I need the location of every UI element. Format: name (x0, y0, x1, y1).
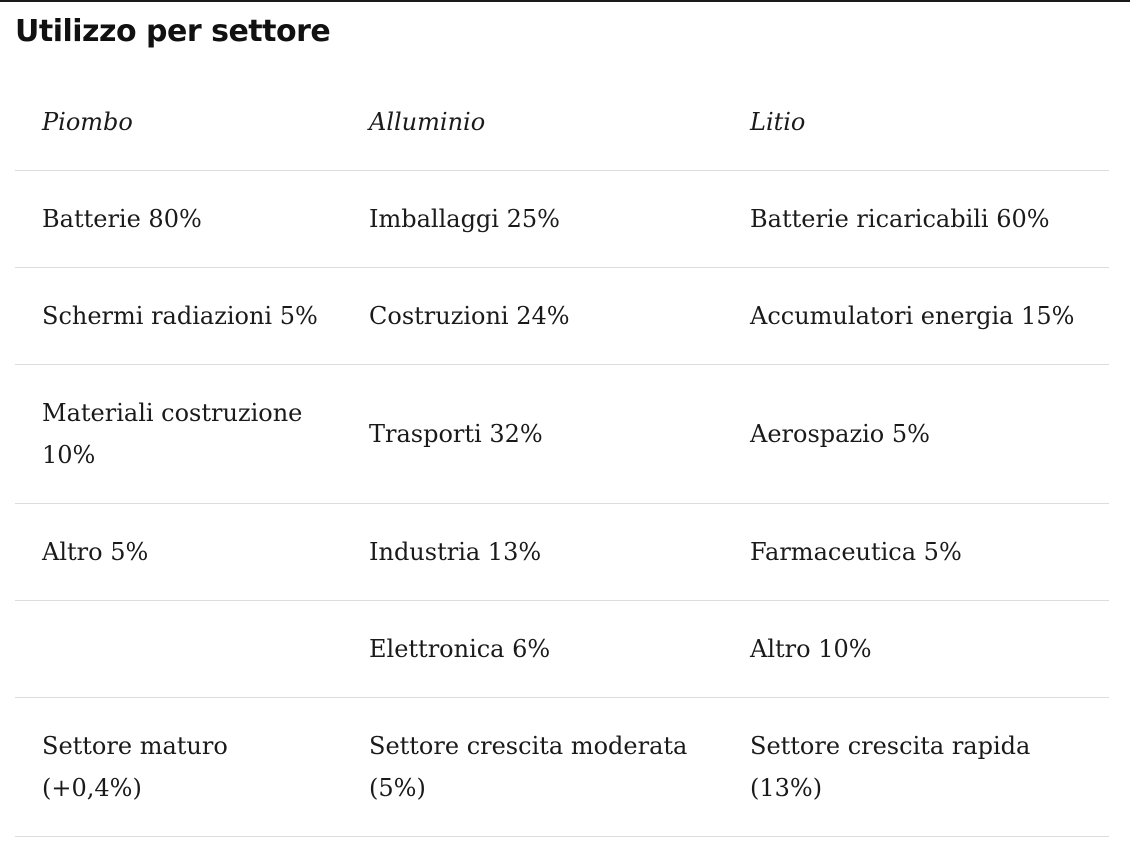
table-cell: Settore maturo (+0,4%) (15, 697, 342, 837)
top-divider (0, 0, 1130, 2)
table-cell: Industria 13% (342, 503, 723, 601)
table-cell: Imballaggi 25% (342, 170, 723, 268)
table-cell: Accumulatori energia 15% (723, 267, 1109, 365)
table-cell: Costruzioni 24% (342, 267, 723, 365)
table-cell: Batterie ricaricabili 60% (723, 170, 1109, 268)
table-row: Elettronica 6% Altro 10% (15, 600, 1109, 698)
header-litio: Litio (723, 74, 1109, 171)
table-cell: Schermi radiazioni 5% (15, 267, 342, 365)
section-title: Utilizzo per settore (15, 14, 331, 49)
table-row: Altro 5% Industria 13% Farmaceutica 5% (15, 503, 1109, 601)
table-cell: Settore crescita moderata (5%) (342, 697, 723, 837)
header-alluminio: Alluminio (342, 74, 723, 171)
table-cell: Trasporti 32% (342, 364, 723, 504)
header-piombo: Piombo (15, 74, 342, 171)
table-cell: Farmaceutica 5% (723, 503, 1109, 601)
table-cell: Batterie 80% (15, 170, 342, 268)
table-row: Schermi radiazioni 5% Costruzioni 24% Ac… (15, 267, 1109, 365)
table-cell: Altro 5% (15, 503, 342, 601)
table-cell: Altro 10% (723, 600, 1109, 698)
table-row: Materiali costruzione 10% Trasporti 32% … (15, 364, 1109, 504)
table-cell: Settore crescita rapida (13%) (723, 697, 1109, 837)
table-cell: Elettronica 6% (342, 600, 723, 698)
table-cell: Materiali costruzione 10% (15, 364, 342, 504)
table-cell (15, 600, 342, 698)
table-row: Batterie 80% Imballaggi 25% Batterie ric… (15, 170, 1109, 268)
table-row: Settore maturo (+0,4%) Settore crescita … (15, 697, 1109, 837)
usage-by-sector-table: Piombo Alluminio Litio Batterie 80% Imba… (15, 74, 1109, 837)
table-header-row: Piombo Alluminio Litio (15, 74, 1109, 171)
table-cell: Aerospazio 5% (723, 364, 1109, 504)
